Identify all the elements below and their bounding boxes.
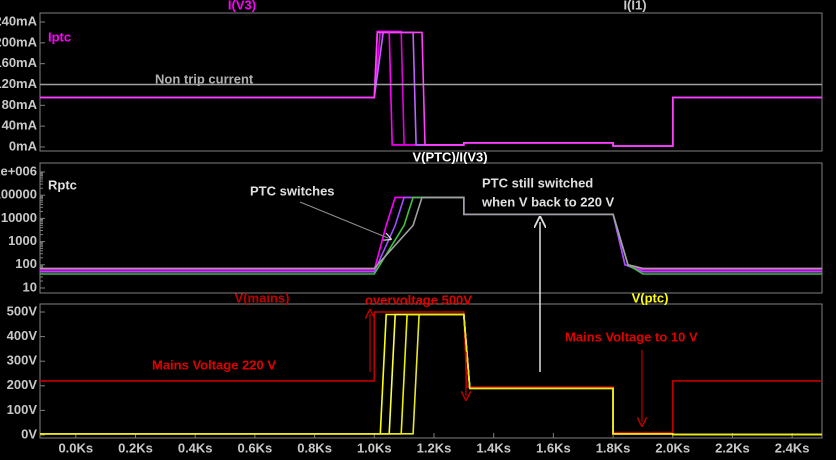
series-line <box>40 313 822 436</box>
x-tick-label: 1.8Ks <box>596 440 631 455</box>
pane-frame <box>39 12 823 152</box>
annotation: when V back to 220 V <box>481 194 615 209</box>
series-line <box>40 30 822 147</box>
series-line <box>40 196 822 275</box>
series-line <box>40 196 822 270</box>
series-line <box>40 196 822 273</box>
series-line <box>40 311 822 434</box>
x-tick-label: 0.4Ks <box>178 440 213 455</box>
x-tick-label: 0.8Ks <box>297 440 332 455</box>
legend-entry: V(ptc) <box>632 290 669 305</box>
annotation: PTC switches <box>250 183 335 198</box>
y-tick-label: 100V <box>7 402 38 417</box>
x-tick-label: 1.4Ks <box>476 440 511 455</box>
y-tick-label: 10000 <box>1 210 37 225</box>
x-tick-label: 1.6Ks <box>536 440 571 455</box>
y-tick-label: 0mA <box>9 138 38 153</box>
legend-entry: V(PTC)/I(V3) <box>412 149 487 164</box>
y-tick-label: 500V <box>7 303 38 318</box>
x-tick-label: 2.0Ks <box>655 440 690 455</box>
annotation: PTC still switched <box>482 175 593 190</box>
y-tick-label: 0V <box>21 426 37 441</box>
axis-label: Iptc <box>48 29 71 44</box>
series-line <box>40 313 822 436</box>
annotation: Mains Voltage to 10 V <box>565 329 698 344</box>
y-tick-label: 1e+006 <box>0 163 37 178</box>
annotation: Non trip current <box>155 71 254 86</box>
y-tick-label: 100 <box>15 256 37 271</box>
x-tick-label: 1.0Ks <box>357 440 392 455</box>
y-tick-label: 120mA <box>0 76 38 91</box>
y-tick-label: 200mA <box>0 34 38 49</box>
frames <box>39 12 823 439</box>
legend-entry: I(V3) <box>228 0 256 12</box>
arrow <box>299 201 388 238</box>
x-tick-label: 0.2Ks <box>118 440 153 455</box>
y-tick-label: 160mA <box>0 55 38 70</box>
y-tick-label: 80mA <box>2 97 38 112</box>
x-tick-label: 2.2Ks <box>715 440 750 455</box>
legend-entry: I(I1) <box>623 0 646 12</box>
x-tick-label: 1.2Ks <box>417 440 452 455</box>
y-tick-label: 1000 <box>8 233 37 248</box>
pane-frame <box>39 303 823 439</box>
y-tick-label: 400V <box>7 328 38 343</box>
plot: 0mA 40mA 80mA 120mA 160mA 200mA 240mA Iptc Non t… <box>0 0 822 455</box>
series-line <box>40 313 822 436</box>
y-tick-label: 40mA <box>2 118 38 133</box>
series-line <box>40 31 822 147</box>
x-tick-label: 0.6Ks <box>238 440 273 455</box>
axis-label: Rptc <box>48 177 77 192</box>
legend-entry: V(mains) <box>235 290 290 305</box>
x-tick-label: 2.4Ks <box>775 440 810 455</box>
y-tick-label: 200V <box>7 377 38 392</box>
y-tick-label: 240mA <box>0 13 38 28</box>
annotation: overvoltage 500V <box>365 292 472 307</box>
series-line <box>40 313 822 436</box>
y-tick-label: 10 <box>23 279 37 294</box>
annotation: Mains Voltage 220 V <box>152 357 276 372</box>
series-line <box>40 31 822 147</box>
x-tick-label: 0.0Ks <box>58 440 93 455</box>
series-line <box>40 30 822 147</box>
series-line <box>40 196 822 271</box>
y-tick-label: 300V <box>7 353 38 368</box>
